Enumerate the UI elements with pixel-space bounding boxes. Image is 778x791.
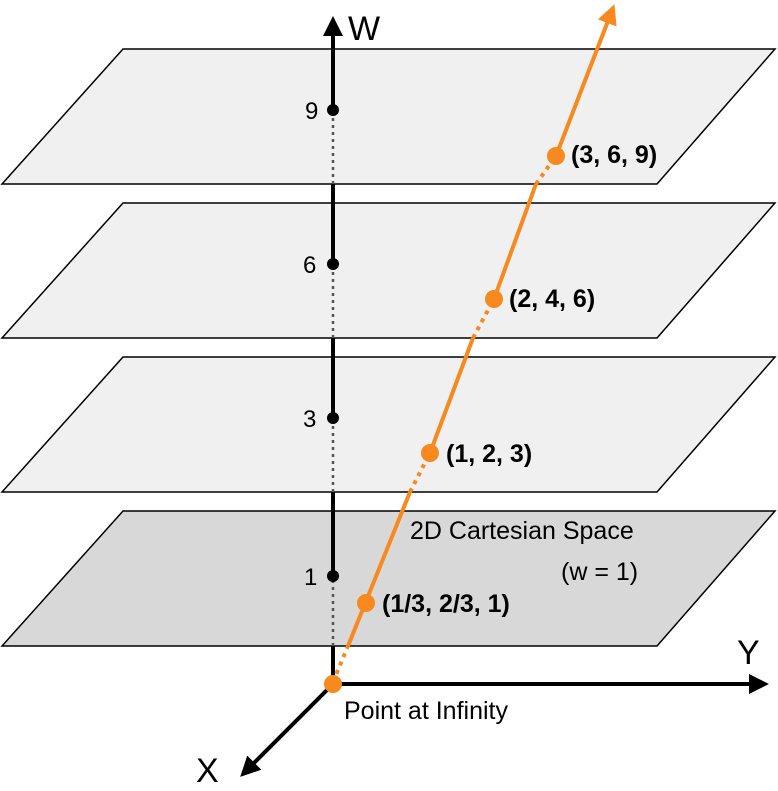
point-1-3 [357, 594, 375, 612]
point-origin [324, 675, 342, 693]
plane-w6 [0, 202, 777, 339]
x-axis-label: X [196, 752, 219, 790]
point-1-2-3 [421, 444, 439, 462]
plane-w9 [0, 48, 777, 185]
w-tick-label-9: 9 [305, 98, 318, 125]
w-tick-label-1: 1 [304, 564, 317, 591]
base-plane-title: 2D Cartesian Space [410, 517, 634, 545]
ray-visible [346, 491, 412, 647]
y-axis-label: Y [737, 634, 760, 672]
w-tick-label-3: 3 [303, 406, 316, 433]
ray-visible [428, 337, 475, 454]
w-tick-dot-6 [327, 258, 339, 270]
base-plane-subtitle: (w = 1) [561, 558, 638, 586]
ray-hidden [331, 645, 350, 683]
x-axis [240, 682, 335, 777]
point-label-2-4-6: (2, 4, 6) [509, 285, 595, 313]
w-tick-label-6: 6 [303, 252, 316, 279]
ray-arrow [554, 4, 617, 157]
w-tick-dot-9 [327, 104, 339, 116]
plane-w1-base [0, 510, 777, 647]
point-label-1-2-3: (1, 2, 3) [446, 440, 532, 468]
ray-visible [492, 183, 538, 300]
point-2-4-6 [485, 290, 503, 308]
point-label-1-3: (1/3, 2/3, 1) [382, 590, 510, 618]
point-3-6-9 [547, 147, 565, 165]
w-axis-label: W [348, 10, 380, 48]
w-tick-dot-1 [327, 570, 339, 582]
w-tick-dot-3 [327, 412, 339, 424]
point-label-3-6-9: (3, 6, 9) [571, 141, 657, 169]
origin-label: Point at Infinity [344, 697, 508, 725]
plane-w3 [0, 356, 777, 493]
